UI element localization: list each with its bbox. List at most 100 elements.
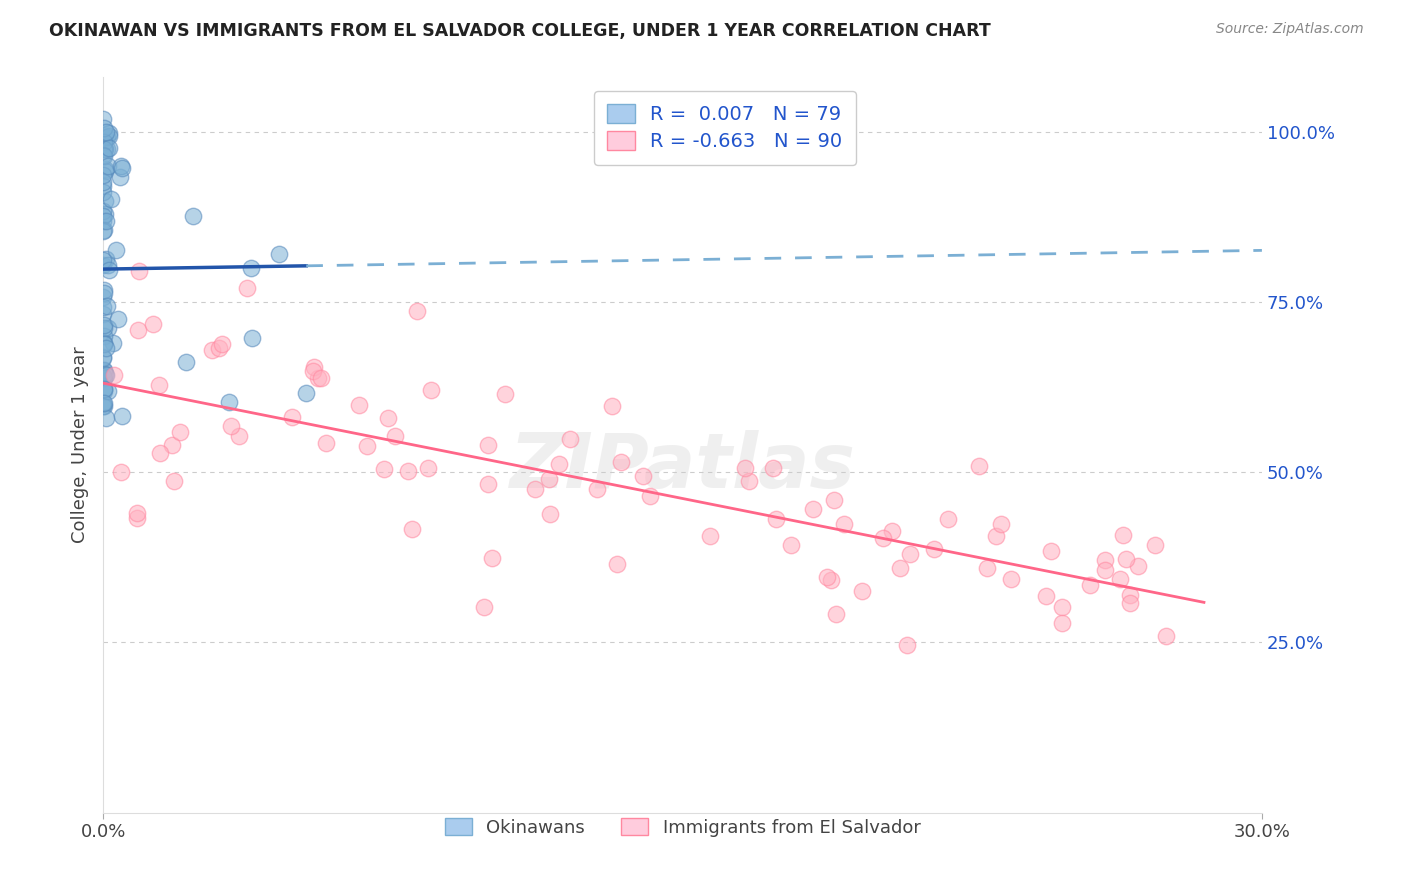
Point — [405, 304, 427, 318]
Point — [1109, 572, 1132, 586]
Point — [128, 264, 150, 278]
Point — [94, 411, 117, 425]
Point — [91, 307, 114, 321]
Point — [97, 384, 120, 398]
Point — [481, 551, 503, 566]
Point — [93, 396, 115, 410]
Point — [201, 343, 224, 357]
Point — [898, 547, 921, 561]
Point — [100, 192, 122, 206]
Point — [356, 438, 378, 452]
Point — [93, 399, 115, 413]
Point — [801, 502, 824, 516]
Point — [93, 363, 115, 377]
Point — [97, 258, 120, 272]
Point — [94, 367, 117, 381]
Point — [91, 351, 114, 365]
Point — [149, 446, 172, 460]
Point — [93, 186, 115, 200]
Point — [1111, 528, 1133, 542]
Point — [1126, 558, 1149, 573]
Point — [824, 607, 846, 621]
Point — [416, 460, 439, 475]
Point — [631, 469, 654, 483]
Point — [349, 398, 371, 412]
Point — [315, 436, 337, 450]
Point — [91, 290, 114, 304]
Point — [93, 121, 115, 136]
Point — [832, 517, 855, 532]
Point — [142, 317, 165, 331]
Point — [523, 482, 546, 496]
Point — [181, 209, 204, 223]
Point — [93, 283, 115, 297]
Point — [96, 299, 118, 313]
Point — [101, 335, 124, 350]
Point — [1035, 590, 1057, 604]
Point — [765, 512, 787, 526]
Point — [1118, 596, 1140, 610]
Point — [882, 524, 904, 539]
Point — [93, 142, 115, 156]
Point — [148, 377, 170, 392]
Point — [107, 311, 129, 326]
Point — [105, 243, 128, 257]
Point — [91, 209, 114, 223]
Point — [585, 482, 607, 496]
Point — [97, 321, 120, 335]
Point — [610, 454, 633, 468]
Point — [93, 321, 115, 335]
Point — [93, 329, 115, 343]
Point — [93, 163, 115, 178]
Point — [851, 584, 873, 599]
Point — [419, 384, 441, 398]
Point — [472, 600, 495, 615]
Point — [93, 194, 115, 209]
Point — [990, 517, 1012, 532]
Point — [738, 474, 761, 488]
Point — [606, 558, 628, 572]
Point — [602, 399, 624, 413]
Point — [93, 363, 115, 377]
Point — [93, 135, 115, 149]
Text: Source: ZipAtlas.com: Source: ZipAtlas.com — [1216, 22, 1364, 37]
Point — [1154, 629, 1177, 643]
Point — [815, 570, 838, 584]
Point — [94, 252, 117, 266]
Point — [91, 204, 114, 219]
Point — [560, 432, 582, 446]
Point — [127, 507, 149, 521]
Point — [307, 371, 329, 385]
Point — [780, 537, 803, 551]
Point — [1115, 552, 1137, 566]
Point — [96, 142, 118, 156]
Point — [93, 382, 115, 396]
Point — [820, 573, 842, 587]
Point — [127, 511, 149, 525]
Point — [169, 425, 191, 439]
Point — [236, 281, 259, 295]
Point — [211, 336, 233, 351]
Point — [93, 161, 115, 176]
Point — [240, 260, 263, 275]
Point — [872, 531, 894, 545]
Point — [91, 224, 114, 238]
Point — [97, 126, 120, 140]
Point — [823, 493, 845, 508]
Point — [1094, 563, 1116, 577]
Point — [91, 168, 114, 182]
Point — [91, 176, 114, 190]
Point — [219, 418, 242, 433]
Point — [295, 386, 318, 401]
Legend: Okinawans, Immigrants from El Salvador: Okinawans, Immigrants from El Salvador — [437, 811, 928, 844]
Point — [302, 359, 325, 374]
Point — [93, 382, 115, 396]
Point — [91, 369, 114, 384]
Point — [91, 300, 114, 314]
Point — [538, 507, 561, 521]
Point — [98, 128, 121, 143]
Point — [111, 161, 134, 175]
Point — [96, 341, 118, 355]
Point — [110, 465, 132, 479]
Point — [93, 318, 115, 332]
